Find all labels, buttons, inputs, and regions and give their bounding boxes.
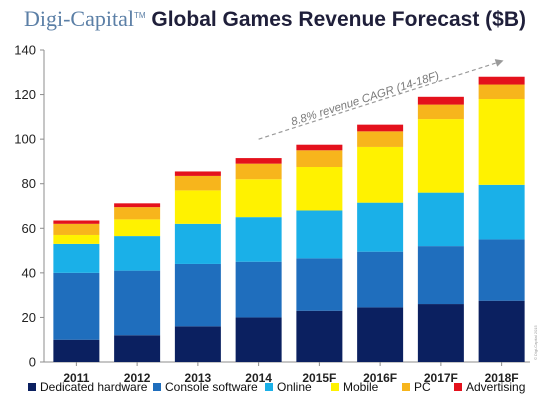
- bar-segment: [296, 310, 343, 362]
- legend-label: Online: [277, 380, 312, 394]
- bar-segment: [235, 163, 282, 180]
- bar-segment: [174, 175, 221, 191]
- bar-segment: [235, 261, 282, 318]
- bar-segment: [174, 263, 221, 327]
- y-tick-label: 100: [14, 132, 36, 147]
- y-tick-label: 120: [14, 87, 36, 102]
- cagr-arrow: [258, 59, 504, 140]
- bar-segment: [174, 171, 221, 176]
- trademark: TM: [133, 11, 146, 20]
- legend: Dedicated hardware Console software Online…: [28, 380, 525, 394]
- bar-segment: [417, 119, 464, 193]
- bar-segment: [235, 217, 282, 262]
- bar-segment: [235, 317, 282, 362]
- y-tick-label: 60: [22, 221, 36, 236]
- y-tick-label: 140: [14, 43, 36, 58]
- x-tick-label: 2016F: [363, 371, 397, 385]
- bar-segment: [357, 202, 404, 252]
- bar-segment: [417, 246, 464, 305]
- bar-segment: [296, 150, 343, 167]
- legend-swatch: [265, 383, 273, 391]
- bar-segment: [478, 99, 525, 185]
- bar-segment: [417, 192, 464, 247]
- title-text: Global Games Revenue Forecast ($B): [151, 8, 527, 31]
- bar-segment: [478, 239, 525, 301]
- brand-logo: Digi-Capital: [23, 6, 134, 31]
- bar-segment: [417, 104, 464, 120]
- bar-segment: [417, 96, 464, 105]
- bar-segment: [478, 184, 525, 240]
- legend-swatch: [28, 383, 36, 391]
- y-tick-label: 40: [22, 265, 36, 280]
- legend-label: Console software: [165, 380, 258, 394]
- bar-segment: [235, 158, 282, 164]
- bar-segment: [114, 236, 161, 271]
- bar-segment: [357, 307, 404, 362]
- bar-segment: [357, 251, 404, 308]
- chart-title: Digi-CapitalTM Global Games Revenue Fore…: [0, 6, 550, 32]
- bar-segment: [53, 339, 100, 362]
- bar-segment: [53, 220, 100, 224]
- x-tick-label: 2014: [245, 371, 272, 385]
- x-tick-label: 2015F: [302, 371, 336, 385]
- legend-swatch: [454, 383, 462, 391]
- bar-segment: [357, 131, 404, 147]
- bar-segment: [174, 326, 221, 362]
- bar-segment: [53, 223, 100, 235]
- bar-segment: [478, 76, 525, 85]
- legend-swatch: [153, 383, 161, 391]
- bar-segment: [174, 223, 221, 264]
- x-tick-label: 2018F: [485, 371, 519, 385]
- bar-segment: [114, 219, 161, 237]
- legend-swatch: [331, 383, 339, 391]
- bar-segment: [174, 190, 221, 224]
- bar-segment: [357, 124, 404, 132]
- y-tick-label: 80: [22, 176, 36, 191]
- x-tick-label: 2011: [63, 371, 89, 385]
- bar-segment: [114, 207, 161, 220]
- x-tick-label: 2012: [124, 371, 151, 385]
- bar-segment: [357, 146, 404, 203]
- bar-segment: [296, 144, 343, 151]
- x-tick-label: 2013: [185, 371, 212, 385]
- legend-label: Advertising: [466, 380, 525, 394]
- legend-label: Mobile: [343, 380, 379, 394]
- bar-segment: [296, 167, 343, 211]
- bar-segment: [478, 84, 525, 100]
- x-tick-label: 2017F: [424, 371, 458, 385]
- legend-swatch: [402, 383, 410, 391]
- bar-segment: [53, 272, 100, 340]
- copyright-note: © Digi-Capital 2015: [533, 325, 538, 360]
- legend-label: PC: [414, 380, 431, 394]
- bar-segment: [296, 258, 343, 311]
- bar-segment: [53, 234, 100, 244]
- bar-segment: [235, 179, 282, 218]
- bar-segment: [296, 210, 343, 259]
- bar-segment: [114, 335, 161, 362]
- x-tick-labels: 2011 2012 2013 2014 2015F 2016F 2017F 2018F: [63, 371, 518, 385]
- legend-label: Dedicated hardware: [40, 380, 148, 394]
- bars: [53, 76, 525, 362]
- bar-segment: [114, 270, 161, 336]
- bar-segment: [417, 304, 464, 362]
- bar-segment: [478, 300, 525, 362]
- y-tick-labels: 0 20 40 60 80 100 120 140: [14, 43, 36, 370]
- y-tick-label: 0: [29, 355, 36, 370]
- bar-segment: [53, 243, 100, 273]
- y-tick-label: 20: [22, 310, 36, 325]
- bar-segment: [114, 203, 161, 208]
